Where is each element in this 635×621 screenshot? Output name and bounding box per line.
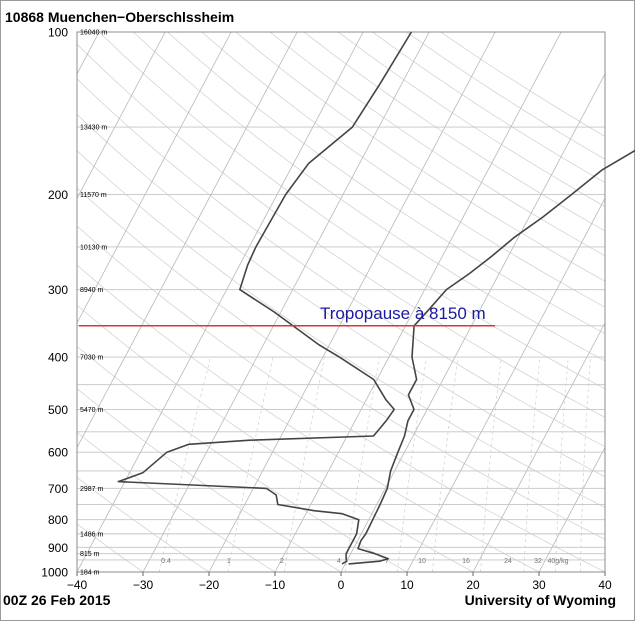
dry-adiabat bbox=[167, 32, 605, 335]
isotherm bbox=[208, 32, 496, 572]
dewpoint-profile bbox=[117, 31, 413, 565]
pressure-tick-label: 300 bbox=[48, 283, 68, 297]
chart-title: 10868 Muenchen−Oberschlssheim bbox=[5, 9, 234, 25]
mixing-ratio-label: 0.4 bbox=[161, 558, 171, 565]
background-lines bbox=[0, 32, 605, 572]
isotherm bbox=[406, 197, 605, 572]
x-tick-label: −20 bbox=[199, 578, 220, 592]
pressure-tick-label: 700 bbox=[48, 482, 68, 496]
dry-adiabat bbox=[98, 32, 605, 390]
mixing-ratio-line bbox=[284, 357, 325, 572]
mixing-ratio-line bbox=[555, 357, 569, 572]
dry-adiabat bbox=[77, 523, 144, 572]
mixing-ratio-label: 4 bbox=[337, 558, 341, 565]
isotherm bbox=[77, 32, 232, 324]
mixing-ratio-label: 16 bbox=[462, 558, 470, 565]
isotherm bbox=[340, 73, 605, 572]
x-tick-label: −30 bbox=[133, 578, 154, 592]
mixing-ratio-label: 32 bbox=[534, 558, 542, 565]
pressure-tick-label: 400 bbox=[48, 351, 68, 365]
x-tick-label: 10 bbox=[400, 578, 414, 592]
pressure-tick-label: 1000 bbox=[41, 566, 68, 580]
isotherm bbox=[538, 446, 605, 572]
mixing-ratio-label: 7 bbox=[385, 558, 389, 565]
x-tick-label: 20 bbox=[466, 578, 480, 592]
mixing-ratio-label: 1 bbox=[227, 558, 231, 565]
x-tick-label: 0 bbox=[338, 578, 345, 592]
height-label: 10130 m bbox=[80, 244, 107, 251]
isotherm bbox=[274, 32, 562, 572]
mixing-ratio-line bbox=[523, 357, 541, 572]
x-tick-label: −10 bbox=[265, 578, 286, 592]
height-label: 1486 m bbox=[80, 531, 104, 538]
pressure-tick-label: 800 bbox=[48, 513, 68, 527]
dry-adiabat bbox=[406, 32, 605, 160]
mixing-ratio-label: 10 bbox=[418, 558, 426, 565]
isotherm bbox=[77, 32, 298, 449]
pressure-tick-label: 100 bbox=[48, 26, 68, 40]
dry-adiabat bbox=[338, 32, 605, 208]
x-tick-label: 40 bbox=[598, 578, 612, 592]
dry-adiabat bbox=[440, 32, 605, 137]
height-label: 13430 m bbox=[80, 125, 107, 132]
pressure-tick-label: 200 bbox=[48, 188, 68, 202]
temperature-profile bbox=[348, 149, 635, 565]
pressure-tick-label: 600 bbox=[48, 446, 68, 460]
mixing-ratio-label: 24 bbox=[504, 558, 512, 565]
plot-border bbox=[76, 31, 606, 573]
pressure-tick-label: 500 bbox=[48, 403, 68, 417]
mixing-ratio-line bbox=[480, 357, 502, 572]
mixing-ratio-label: 2 bbox=[280, 558, 284, 565]
dry-adiabat bbox=[77, 43, 605, 418]
dry-adiabat bbox=[303, 32, 605, 232]
mixing-ratio-line bbox=[432, 357, 459, 572]
mixing-ratio-label: 40g/kg bbox=[547, 558, 568, 565]
source-credit: University of Wyoming bbox=[465, 592, 616, 608]
pressure-tick-label: 900 bbox=[48, 541, 68, 555]
height-label: 5470 m bbox=[80, 407, 104, 414]
height-label: 16040 m bbox=[80, 30, 107, 37]
dry-adiabat bbox=[77, 431, 276, 572]
isotherm bbox=[604, 571, 605, 572]
height-label: 184 m bbox=[80, 570, 100, 577]
isotherm bbox=[77, 32, 166, 200]
isotherm bbox=[472, 322, 605, 572]
height-label: 7030 m bbox=[80, 355, 104, 362]
mixing-ratio-line bbox=[158, 357, 211, 572]
x-tick-label: −40 bbox=[67, 578, 88, 592]
isotherm bbox=[142, 32, 430, 572]
tropopause-annotation: Tropopause à 8150 m bbox=[320, 304, 486, 323]
height-label: 8940 m bbox=[80, 287, 104, 294]
dry-adiabat bbox=[77, 304, 474, 572]
height-label: 815 m bbox=[80, 551, 100, 558]
dry-adiabat bbox=[77, 476, 210, 572]
sounding-datetime: 00Z 26 Feb 2015 bbox=[3, 592, 111, 608]
isotherm bbox=[0, 32, 33, 572]
height-label: 11570 m bbox=[80, 192, 107, 199]
height-label: 2987 m bbox=[80, 486, 104, 493]
x-tick-label: 30 bbox=[532, 578, 546, 592]
isotherm bbox=[77, 32, 364, 572]
